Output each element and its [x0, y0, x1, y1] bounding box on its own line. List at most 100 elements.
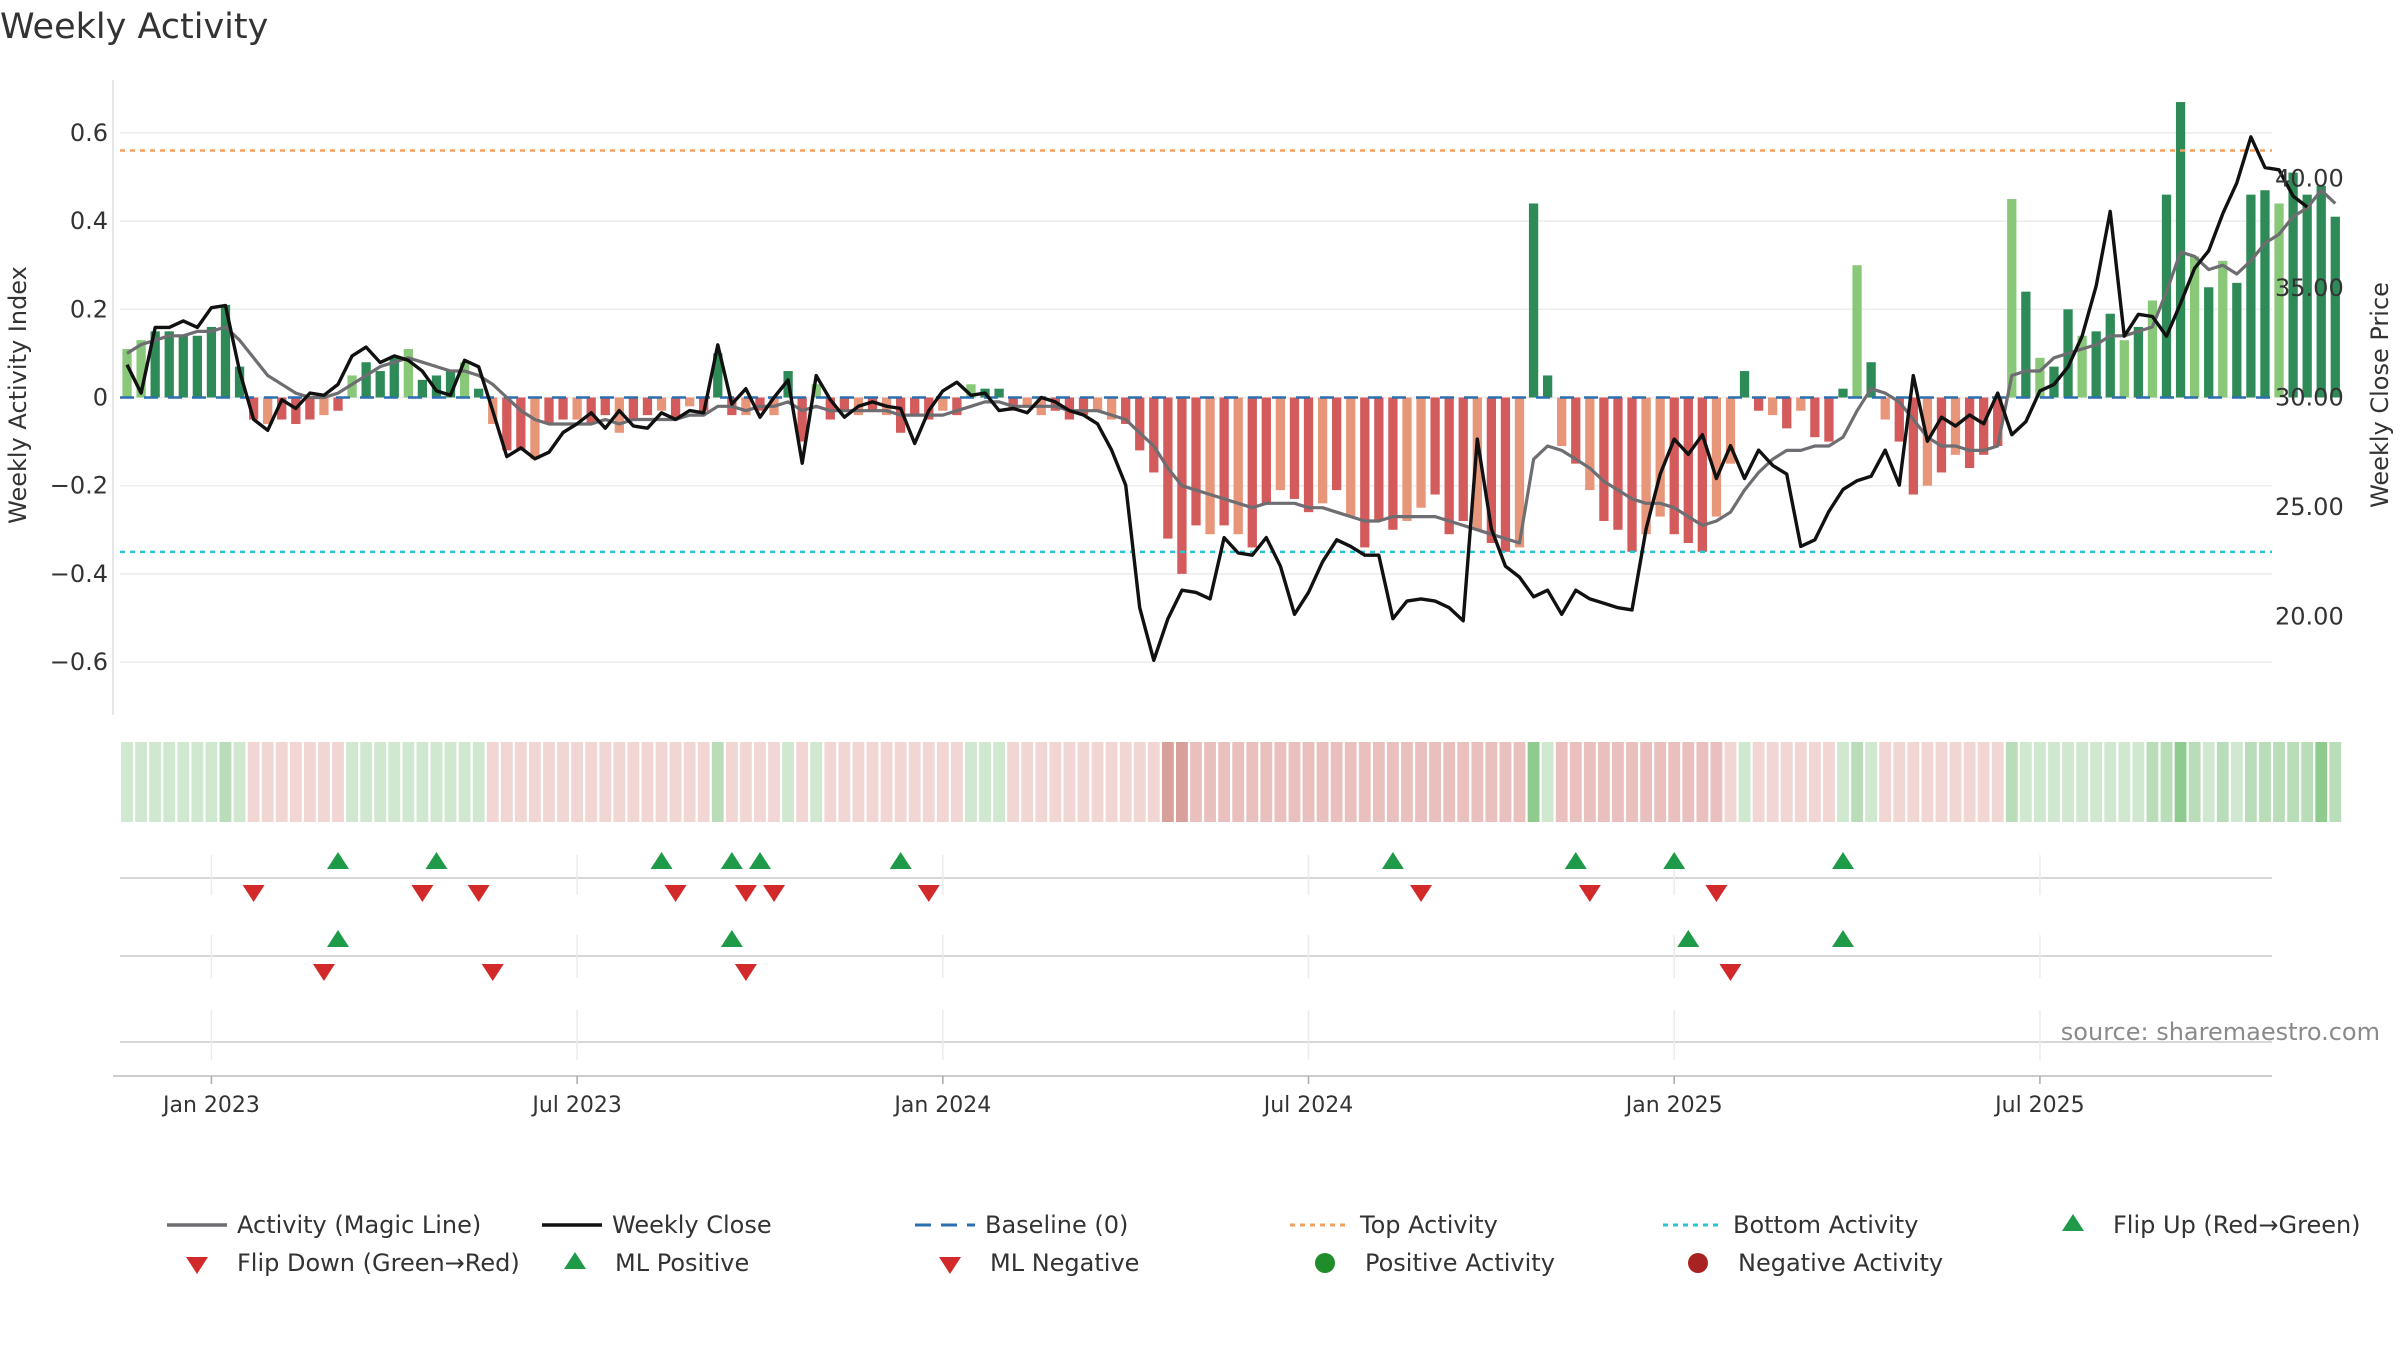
strip-cell [486, 742, 499, 822]
legend-swatch [1688, 1253, 1708, 1273]
flip-up-marker [720, 852, 743, 869]
strip-cell [950, 742, 963, 822]
activity-bar [1711, 397, 1722, 517]
strip-cell [796, 742, 809, 822]
activity-bar [825, 397, 835, 420]
legend-label: Flip Down (Green→Red) [237, 1249, 520, 1277]
activity-bar [670, 397, 681, 420]
strip-cell [1640, 742, 1652, 822]
legend-item: Positive Activity [1315, 1249, 1555, 1277]
strip-cell [205, 742, 218, 822]
activity-bar [1106, 397, 1117, 420]
strip-cell [1541, 742, 1554, 822]
strip-cell [1302, 742, 1315, 822]
strip-cell [1274, 742, 1287, 822]
legend-item: Flip Up (Red→Green) [2062, 1211, 2361, 1239]
activity-bar [1824, 397, 1834, 442]
strip-cell [1035, 742, 1048, 822]
legend-swatch [564, 1252, 586, 1269]
x-tick-label: Jan 2023 [161, 1093, 260, 1118]
legend-swatch [2062, 1214, 2084, 1231]
activity-bar [2330, 216, 2340, 398]
strip-cell [2019, 742, 2032, 822]
strip-cell [1823, 742, 1835, 822]
x-tick-label: Jan 2025 [1624, 1093, 1723, 1118]
activity-bar [431, 375, 442, 398]
strip-cell [458, 742, 471, 822]
activity-bar [2035, 357, 2045, 398]
activity-bar [1528, 203, 1539, 398]
strip-cell [346, 742, 358, 822]
activity-bar [1360, 397, 1370, 548]
activity-bar [333, 397, 343, 411]
ml-positive-marker [720, 930, 743, 947]
strip-cell [1921, 742, 1934, 822]
strip-cell [1837, 742, 1849, 822]
y-tick-label-right: 35.00 [2275, 274, 2344, 302]
strip-cell [2174, 742, 2187, 822]
activity-bar [628, 397, 639, 420]
strip-cell [1555, 742, 1568, 822]
activity-bar [685, 397, 695, 407]
activity-bar [741, 397, 751, 416]
strip-cell [1401, 742, 1413, 822]
strip-cell [430, 742, 443, 822]
strip-cell [303, 742, 316, 822]
ml-negative-marker [734, 964, 757, 981]
x-tick-label: Jul 2023 [530, 1093, 622, 1118]
activity-bar [1739, 371, 1750, 398]
strip-cell [2301, 742, 2314, 822]
strip-cell [1991, 742, 2004, 822]
ml-negative-marker [1719, 964, 1742, 981]
y-tick-label-left: 0.2 [70, 295, 108, 323]
strip-cell [2146, 742, 2159, 822]
strip-cell [880, 742, 893, 822]
y-tick-label-right: 20.00 [2275, 602, 2344, 630]
activity-bar [277, 397, 287, 420]
activity-bar [1008, 397, 1018, 411]
activity-bar [2175, 102, 2186, 398]
activity-bar [839, 397, 850, 411]
flip-down-marker [242, 885, 265, 902]
activity-bar [1641, 397, 1651, 535]
chart-title: Weekly Activity [0, 7, 268, 47]
strip-cell [1583, 742, 1596, 822]
activity-bar [1303, 397, 1314, 513]
flip-down-marker [734, 885, 757, 902]
activity-bar [1121, 397, 1131, 424]
activity-bar [1542, 375, 1553, 398]
strip-cell [2090, 742, 2103, 822]
strip-cell [388, 742, 401, 822]
activity-bar [206, 326, 217, 398]
activity-bar [389, 357, 399, 398]
strip-cell [1372, 742, 1385, 822]
y-axis-left-label: Weekly Activity Index [4, 266, 32, 524]
axes: 0.6 0.4 0.2 0 −0.2 −0.4 −0.6 40.00 35.00 30.00 25.… [50, 80, 2344, 715]
strip-cell [2202, 742, 2215, 822]
strip-cell [1119, 742, 1132, 822]
strip-cell [1246, 742, 1259, 822]
activity-bar [1627, 397, 1637, 552]
strip-cell [2048, 742, 2060, 822]
ml-positive-marker [1832, 930, 1855, 947]
activity-bar [220, 304, 231, 398]
activity-bar [1092, 397, 1103, 411]
activity-bar [1402, 397, 1412, 521]
flip-up-marker [1663, 852, 1686, 869]
activity-bar [966, 384, 976, 398]
activity-bar [150, 331, 160, 398]
activity-bar [867, 397, 878, 411]
activity-bar [1022, 397, 1032, 407]
strip-cell [1569, 742, 1582, 822]
strip-cell [1344, 742, 1357, 822]
activity-bar [1486, 397, 1497, 544]
activity-bar [1289, 397, 1300, 499]
legend-item: Flip Down (Green→Red) [186, 1249, 520, 1277]
flip-up-marker [1832, 852, 1855, 869]
activity-bar [1571, 397, 1581, 464]
strip-cell [2076, 742, 2089, 822]
legend-label: Bottom Activity [1733, 1211, 1918, 1239]
activity-bar [459, 362, 470, 398]
strip-cell [289, 742, 302, 822]
